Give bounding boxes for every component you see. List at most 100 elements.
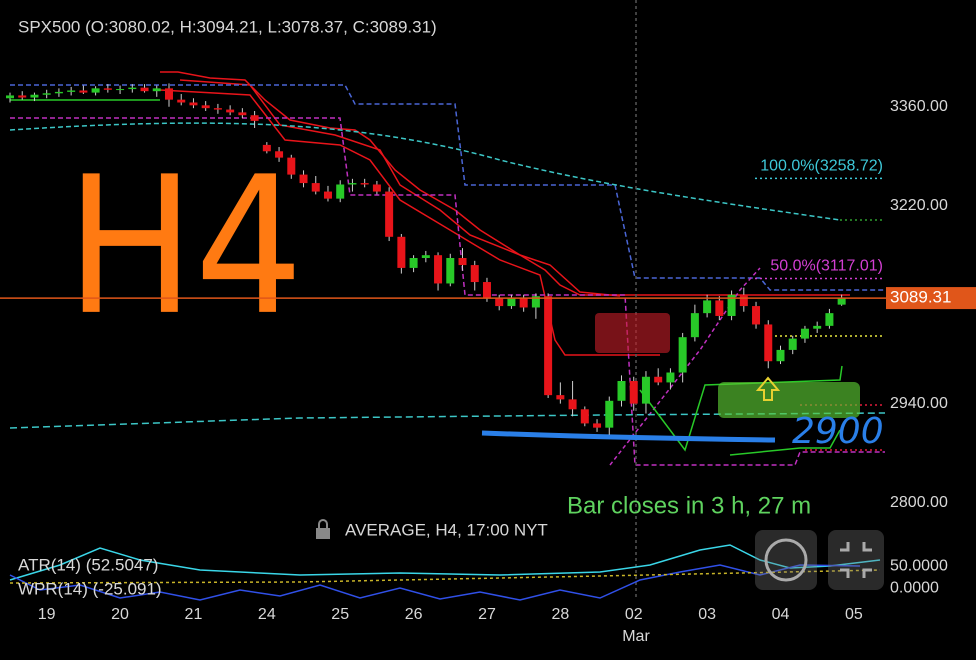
candle-body <box>580 409 589 424</box>
candle-body <box>177 99 186 103</box>
candle-body <box>226 109 235 113</box>
candle-body <box>446 258 455 284</box>
candle-body <box>800 328 809 339</box>
candle-body <box>617 381 626 401</box>
candle-body <box>544 296 553 396</box>
y-tick-label: 2800.00 <box>890 494 948 511</box>
last-price-box <box>886 287 976 310</box>
candle-body <box>287 157 296 175</box>
candle-body <box>67 90 76 92</box>
candle-body <box>409 258 418 268</box>
indicator-label: ATR(14) (52.5047) <box>18 555 158 574</box>
x-tick-label: 03 <box>698 606 716 623</box>
candle-body <box>18 95 27 98</box>
candles <box>6 83 846 435</box>
candle-body <box>189 102 198 106</box>
candle-body <box>372 184 381 192</box>
candle-body <box>42 93 51 95</box>
candle-body <box>91 88 100 93</box>
candle-body <box>764 324 773 362</box>
candle-body <box>299 174 308 184</box>
candle-body <box>385 191 394 237</box>
candle-body <box>703 300 712 314</box>
candle-body <box>250 115 259 121</box>
candle-body <box>140 87 149 92</box>
annotation-level: 2900 <box>792 411 884 452</box>
indicator-lines <box>9 544 881 601</box>
indicator-label: WPR(14) (-25.091) <box>18 579 162 598</box>
candle-body <box>507 297 516 307</box>
x-tick-label: 25 <box>331 606 349 623</box>
x-tick-label: 19 <box>38 606 56 623</box>
fib-label: 100.0%(3258.72) <box>760 158 883 175</box>
candle-body <box>690 313 699 338</box>
x-tick-label: 02 <box>625 606 643 623</box>
candle-body <box>458 258 467 266</box>
candle-body <box>752 306 761 325</box>
x-tick-label: 28 <box>551 606 569 623</box>
candle-body <box>556 395 565 400</box>
candle-body <box>666 372 675 383</box>
candle-body <box>152 88 161 92</box>
candle-body <box>54 91 63 94</box>
month-label: Mar <box>622 628 650 645</box>
candle-body <box>262 144 271 152</box>
x-tick-label: 27 <box>478 606 496 623</box>
candle-body <box>593 423 602 428</box>
candle-body <box>605 400 614 428</box>
bar-timer: Bar closes in 3 h, 27 m <box>567 492 811 519</box>
candle-body <box>629 381 638 404</box>
candle-body <box>421 255 430 259</box>
candle-body <box>641 376 650 404</box>
candle-body <box>397 236 406 268</box>
candle-body <box>470 265 479 283</box>
y-tick-label: 2940.00 <box>890 395 948 412</box>
candle-body <box>788 338 797 350</box>
candle-body <box>654 376 663 383</box>
candle-body <box>164 88 173 100</box>
x-tick-label: 26 <box>405 606 423 623</box>
y-tick-label: 3360.00 <box>890 98 948 115</box>
candle-body <box>776 349 785 362</box>
candle-body <box>336 184 345 199</box>
arrow-up <box>755 376 781 401</box>
x-tick-label: 20 <box>111 606 129 623</box>
candle-body <box>568 399 577 410</box>
candle-body <box>531 296 540 308</box>
candle-body <box>482 282 491 298</box>
candle-body <box>727 294 736 316</box>
fib-label: 50.0%(3117.01) <box>770 258 883 275</box>
lock-icon <box>316 519 330 539</box>
candle-body <box>275 151 284 158</box>
candle-body <box>715 300 724 316</box>
candle-body <box>739 294 748 307</box>
candle-body <box>360 183 369 185</box>
last-price-label: 3089.31 <box>890 288 951 307</box>
candle-body <box>348 183 357 185</box>
candle-body <box>311 183 320 192</box>
green-zone <box>718 382 860 418</box>
candle-body <box>434 255 443 284</box>
candle-body <box>116 89 125 91</box>
indicator-tick-label: 0.0000 <box>890 579 939 596</box>
candle-body <box>323 191 332 199</box>
candle-body <box>6 95 14 99</box>
x-tick-label: 24 <box>258 606 276 623</box>
candle-body <box>213 108 222 110</box>
x-tick-label: 21 <box>185 606 203 623</box>
symbol-title: SPX500 (O:3080.02, H:3094.21, L:3078.37,… <box>18 17 437 36</box>
x-tick-label: 05 <box>845 606 863 623</box>
annotation-h4: H4 <box>66 135 303 357</box>
indicator-tick-label: 50.0000 <box>890 557 948 574</box>
screen-controls[interactable] <box>755 530 884 590</box>
candle-body <box>495 297 504 307</box>
red-zone <box>595 313 670 353</box>
level-stroke <box>481 430 776 443</box>
candle-body <box>813 325 822 329</box>
symbol-info: AVERAGE, H4, 17:00 NYT <box>345 520 548 539</box>
candle-body <box>825 313 834 326</box>
candle-body <box>30 94 39 98</box>
candle-body <box>238 112 247 116</box>
candle-body <box>79 90 88 93</box>
